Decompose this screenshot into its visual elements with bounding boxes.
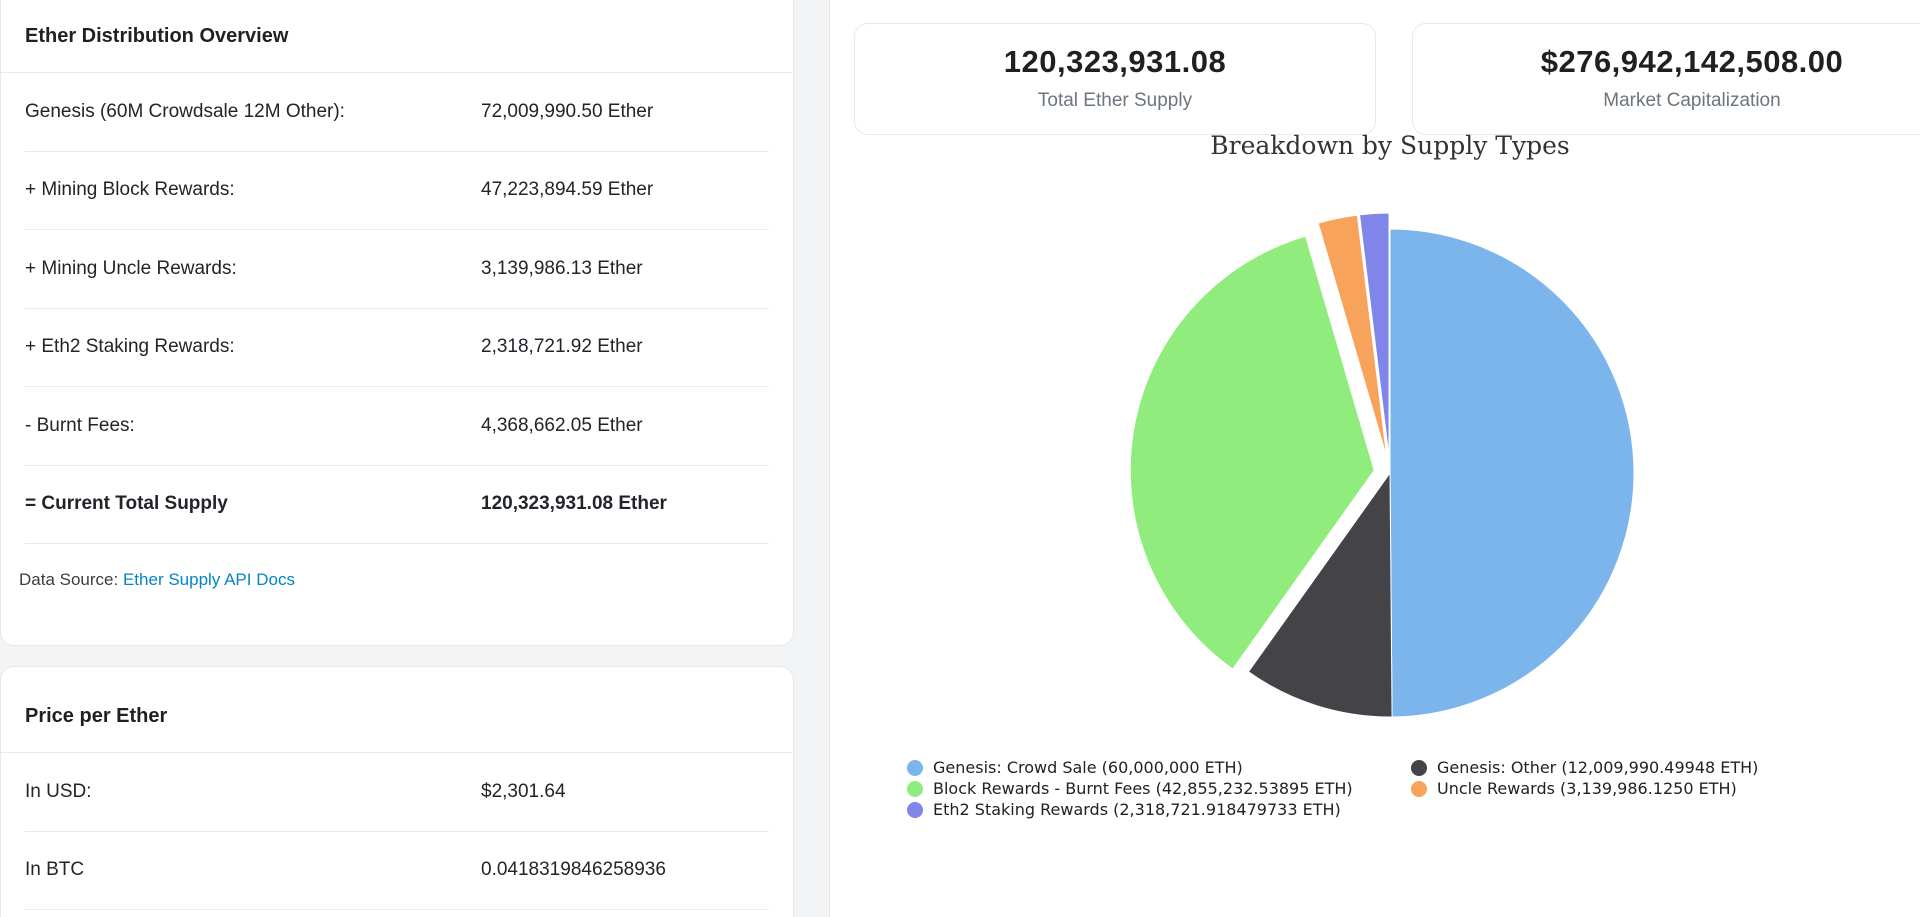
total-supply-label: Total Ether Supply bbox=[1037, 90, 1193, 111]
pie-slice-3[interactable] bbox=[1317, 214, 1388, 458]
distribution-row-uncle-rewards: + Mining Uncle Rewards: 3,139,986.13 Eth… bbox=[25, 230, 769, 309]
data-source: Data Source: Ether Supply API Docs bbox=[1, 544, 793, 590]
distribution-row-block-rewards: + Mining Block Rewards: 47,223,894.59 Et… bbox=[25, 152, 769, 230]
legend-label: Uncle Rewards (3,139,986.1250 ETH) bbox=[1437, 779, 1737, 798]
legend-item-genesis-crowd-sale[interactable]: Genesis: Crowd Sale (60,000,000 ETH) bbox=[907, 757, 1353, 778]
legend-item-uncle-rewards[interactable]: Uncle Rewards (3,139,986.1250 ETH) bbox=[1411, 778, 1758, 799]
legend-item-block-rewards[interactable]: Block Rewards - Burnt Fees (42,855,232.5… bbox=[907, 778, 1353, 799]
distribution-row-total-supply: = Current Total Supply 120,323,931.08 Et… bbox=[25, 466, 769, 544]
chart-legend-left: Genesis: Crowd Sale (60,000,000 ETH) Blo… bbox=[907, 757, 1353, 820]
pie-slice-4[interactable] bbox=[1359, 212, 1390, 458]
pie-slice-0[interactable] bbox=[1389, 228, 1635, 718]
row-value: 72,009,990.50 Ether bbox=[481, 100, 654, 122]
legend-label: Eth2 Staking Rewards (2,318,721.91847973… bbox=[933, 800, 1341, 819]
pie-slice-2[interactable] bbox=[1129, 235, 1375, 670]
row-value: 120,323,931.08 Ether bbox=[481, 493, 667, 515]
price-per-ether-card: Price per Ether In USD: $2,301.64 In BTC… bbox=[0, 666, 794, 917]
row-value: 47,223,894.59 Ether bbox=[481, 179, 654, 201]
row-label: - Burnt Fees: bbox=[25, 414, 135, 436]
market-cap-label: Market Capitalization bbox=[1603, 90, 1781, 111]
legend-label: Genesis: Crowd Sale (60,000,000 ETH) bbox=[933, 758, 1243, 777]
row-value: 3,139,986.13 Ether bbox=[481, 257, 643, 279]
ether-distribution-card: Ether Distribution Overview Genesis (60M… bbox=[0, 0, 794, 646]
row-label: = Current Total Supply bbox=[25, 493, 228, 515]
data-source-label: Data Source: bbox=[19, 570, 119, 589]
chart-legend-right: Genesis: Other (12,009,990.49948 ETH) Un… bbox=[1411, 757, 1758, 799]
market-cap-stat: $276,942,142,508.00 Market Capitalizatio… bbox=[1412, 23, 1920, 135]
legend-marker bbox=[907, 759, 923, 776]
distribution-row-genesis: Genesis (60M Crowdsale 12M Other): 72,00… bbox=[25, 73, 769, 152]
ether-supply-api-docs-link[interactable]: Ether Supply API Docs bbox=[122, 570, 295, 589]
legend-marker bbox=[907, 780, 923, 797]
price-card-title: Price per Ether bbox=[1, 667, 793, 753]
distribution-row-burnt-fees: - Burnt Fees: 4,368,662.05 Ether bbox=[25, 387, 769, 466]
distribution-row-staking-rewards: + Eth2 Staking Rewards: 2,318,721.92 Eth… bbox=[25, 309, 769, 387]
row-label: In USD: bbox=[25, 780, 92, 802]
supply-breakdown-card: 120,323,931.08 Total Ether Supply $276,9… bbox=[829, 0, 1920, 917]
row-value: 2,318,721.92 Ether bbox=[481, 336, 643, 358]
row-label: Genesis (60M Crowdsale 12M Other): bbox=[25, 100, 345, 122]
price-row-usd: In USD: $2,301.64 bbox=[25, 753, 769, 832]
legend-marker bbox=[907, 801, 923, 818]
pie-slice-1[interactable] bbox=[1247, 471, 1393, 718]
row-label: In BTC bbox=[25, 859, 85, 881]
row-label: + Eth2 Staking Rewards: bbox=[25, 336, 235, 358]
price-row-btc: In BTC 0.0418319846258936 bbox=[25, 832, 769, 910]
chart-title: Breakdown by Supply Types bbox=[1210, 131, 1570, 160]
legend-marker bbox=[1411, 759, 1427, 776]
distribution-card-title: Ether Distribution Overview bbox=[1, 0, 793, 73]
legend-label: Block Rewards - Burnt Fees (42,855,232.5… bbox=[933, 779, 1353, 798]
row-value: $2,301.64 bbox=[481, 780, 566, 802]
legend-item-eth2-staking-rewards[interactable]: Eth2 Staking Rewards (2,318,721.91847973… bbox=[907, 799, 1353, 820]
row-value: 4,368,662.05 Ether bbox=[481, 414, 643, 436]
legend-item-genesis-other[interactable]: Genesis: Other (12,009,990.49948 ETH) bbox=[1411, 757, 1758, 778]
row-label: + Mining Uncle Rewards: bbox=[25, 257, 237, 279]
market-cap-value: $276,942,142,508.00 bbox=[1540, 44, 1844, 79]
legend-label: Genesis: Other (12,009,990.49948 ETH) bbox=[1437, 758, 1759, 777]
total-supply-stat: 120,323,931.08 Total Ether Supply bbox=[854, 23, 1376, 135]
row-label: + Mining Block Rewards: bbox=[25, 179, 235, 201]
row-value: 0.0418319846258936 bbox=[481, 859, 666, 881]
total-supply-value: 120,323,931.08 bbox=[1003, 44, 1227, 79]
legend-marker bbox=[1411, 780, 1427, 797]
supply-pie-chart bbox=[1129, 212, 1635, 718]
